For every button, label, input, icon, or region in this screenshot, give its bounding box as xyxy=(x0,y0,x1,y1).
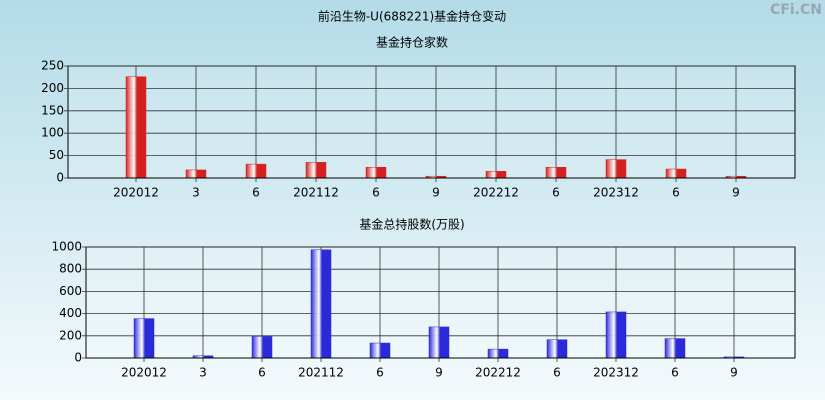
bar xyxy=(125,76,147,179)
bar xyxy=(185,169,207,179)
x-tick-label: 6 xyxy=(252,186,260,200)
y-tick-label: 150 xyxy=(41,103,64,117)
bar xyxy=(428,326,450,359)
bar xyxy=(310,249,332,359)
x-tick-label: 9 xyxy=(732,186,740,200)
bar xyxy=(369,342,391,359)
chart-title: 基金持仓家数 xyxy=(376,35,448,50)
x-tick-label: 6 xyxy=(671,366,679,380)
y-tick-label: 50 xyxy=(49,148,64,162)
y-tick-label: 400 xyxy=(59,306,82,320)
x-tick-label: 6 xyxy=(258,366,266,380)
bar xyxy=(245,163,267,179)
x-tick-label: 6 xyxy=(372,186,380,200)
y-tick-label: 600 xyxy=(59,284,82,298)
watermark: CFi.CN xyxy=(770,2,822,18)
y-tick-label: 250 xyxy=(41,59,64,73)
y-tick-label: 0 xyxy=(56,171,64,185)
x-tick-label: 202012 xyxy=(121,366,167,380)
x-tick-label: 202112 xyxy=(293,186,339,200)
bar xyxy=(305,162,327,179)
x-tick-label: 202212 xyxy=(475,366,521,380)
x-tick-label: 6 xyxy=(552,186,560,200)
bar xyxy=(545,166,567,179)
x-tick-label: 202312 xyxy=(593,186,639,200)
y-tick-label: 800 xyxy=(59,262,82,276)
y-tick-label: 200 xyxy=(59,328,82,342)
bar xyxy=(664,338,686,359)
page-title: 前沿生物-U(688221)基金持仓变动 xyxy=(318,9,506,24)
chart-title: 基金总持股数(万股) xyxy=(359,217,464,232)
x-tick-label: 9 xyxy=(432,186,440,200)
x-tick-label: 9 xyxy=(730,366,738,380)
bar xyxy=(487,348,509,359)
y-tick-label: 100 xyxy=(41,126,64,140)
bar xyxy=(485,171,507,179)
bar xyxy=(605,159,627,179)
bar xyxy=(665,168,687,179)
bar xyxy=(546,339,568,359)
bar xyxy=(133,318,155,359)
x-tick-label: 6 xyxy=(553,366,561,380)
y-tick-label: 1000 xyxy=(51,240,82,254)
y-tick-label: 200 xyxy=(41,81,64,95)
bar xyxy=(605,311,627,359)
x-tick-label: 202012 xyxy=(113,186,159,200)
bar xyxy=(251,336,273,359)
x-tick-label: 6 xyxy=(376,366,384,380)
x-tick-label: 202212 xyxy=(473,186,519,200)
bar xyxy=(365,166,387,179)
x-tick-label: 202112 xyxy=(298,366,344,380)
x-tick-label: 6 xyxy=(672,186,680,200)
plot-area xyxy=(67,65,796,179)
y-tick-label: 0 xyxy=(74,351,82,365)
x-tick-label: 202312 xyxy=(593,366,639,380)
x-tick-label: 3 xyxy=(192,186,200,200)
x-tick-label: 9 xyxy=(435,366,443,380)
x-tick-label: 3 xyxy=(199,366,207,380)
